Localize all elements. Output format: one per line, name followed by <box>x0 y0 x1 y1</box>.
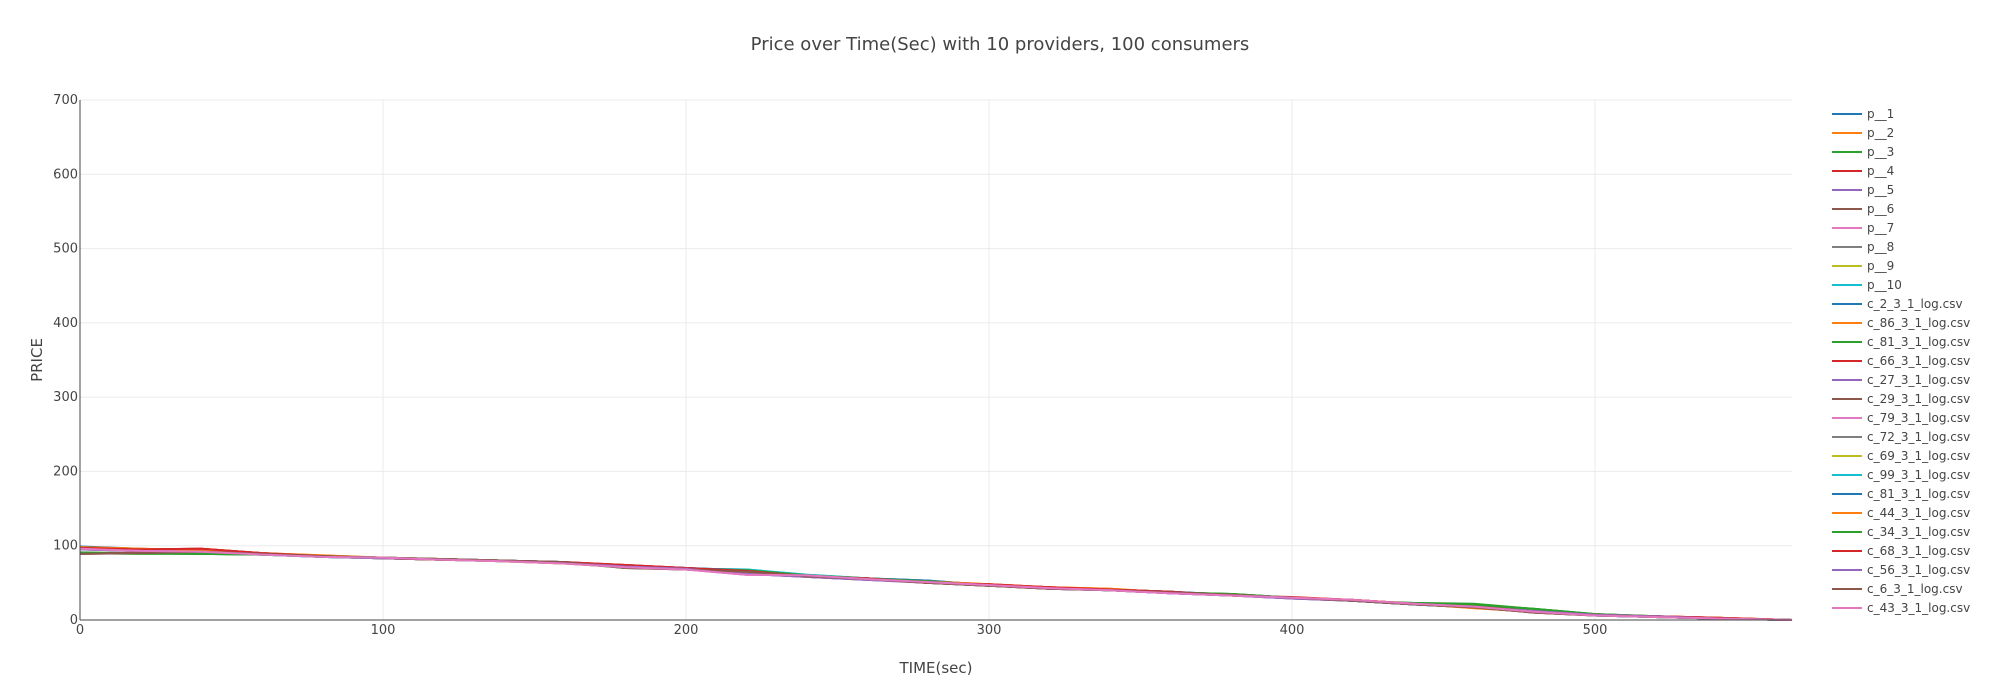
y-tick-label: 200 <box>53 464 78 479</box>
legend-label: c_68_3_1_log.csv <box>1867 544 1970 558</box>
legend-item[interactable]: c_43_3_1_log.csv <box>1832 601 1970 615</box>
legend-item[interactable]: p__1 <box>1832 107 1894 121</box>
x-tick-label: 500 <box>1583 623 1608 638</box>
legend-item[interactable]: c_81_3_1_log.csv <box>1832 335 1970 349</box>
legend-item[interactable]: p__9 <box>1832 259 1894 273</box>
legend-label: c_66_3_1_log.csv <box>1867 354 1970 368</box>
legend-label: c_72_3_1_log.csv <box>1867 430 1970 444</box>
legend-item[interactable]: c_29_3_1_log.csv <box>1832 392 1970 406</box>
legend-label: c_56_3_1_log.csv <box>1867 563 1970 577</box>
legend-label: c_81_3_1_log.csv <box>1867 487 1970 501</box>
y-tick-label: 400 <box>53 316 78 331</box>
legend-item[interactable]: c_2_3_1_log.csv <box>1832 297 1963 311</box>
series-line-23 <box>79 552 1793 621</box>
legend-label: c_99_3_1_log.csv <box>1867 468 1970 482</box>
legend-label: c_34_3_1_log.csv <box>1867 525 1970 539</box>
legend-label: p__7 <box>1867 221 1894 235</box>
legend-label: p__10 <box>1867 278 1902 292</box>
x-tick-label: 100 <box>371 623 396 638</box>
legend-item[interactable]: p__4 <box>1832 164 1894 178</box>
legend-label: c_79_3_1_log.csv <box>1867 411 1970 425</box>
legend-label: p__3 <box>1867 145 1894 159</box>
legend-item[interactable]: c_72_3_1_log.csv <box>1832 430 1970 444</box>
legend-item[interactable]: p__6 <box>1832 202 1894 216</box>
legend-item[interactable]: c_68_3_1_log.csv <box>1832 544 1970 558</box>
legend-item[interactable]: c_27_3_1_log.csv <box>1832 373 1970 387</box>
chart-title: Price over Time(Sec) with 10 providers, … <box>751 34 1250 55</box>
x-tick-label: 0 <box>76 623 84 638</box>
legend-label: c_6_3_1_log.csv <box>1867 582 1963 596</box>
legend-label: c_27_3_1_log.csv <box>1867 373 1970 387</box>
legend-label: c_69_3_1_log.csv <box>1867 449 1970 463</box>
legend-item[interactable]: c_86_3_1_log.csv <box>1832 316 1970 330</box>
legend-item[interactable]: c_6_3_1_log.csv <box>1832 582 1963 596</box>
x-axis-title: TIME(sec) <box>898 659 972 677</box>
legend-label: p__1 <box>1867 107 1894 121</box>
legend-item[interactable]: p__2 <box>1832 126 1894 140</box>
legend-item[interactable]: p__3 <box>1832 145 1894 159</box>
legend-label: c_44_3_1_log.csv <box>1867 506 1970 520</box>
legend-item[interactable]: c_66_3_1_log.csv <box>1832 354 1970 368</box>
legend-item[interactable]: c_79_3_1_log.csv <box>1832 411 1970 425</box>
legend-item[interactable]: p__10 <box>1832 278 1902 292</box>
x-tick-label: 300 <box>977 623 1002 638</box>
legend: p__1 p__2 p__3 p__4 p__5 p__6 p__7 p__8 p__9 p__1… <box>1832 107 1970 615</box>
legend-item[interactable]: p__7 <box>1832 221 1894 235</box>
x-tick-label: 200 <box>674 623 699 638</box>
y-tick-label: 600 <box>53 167 78 182</box>
y-tick-label: 100 <box>53 539 78 554</box>
legend-label: c_43_3_1_log.csv <box>1867 601 1970 615</box>
x-tick-label: 400 <box>1280 623 1305 638</box>
y-tick-label: 500 <box>53 242 78 257</box>
legend-item[interactable]: c_99_3_1_log.csv <box>1832 468 1970 482</box>
legend-item[interactable]: c_34_3_1_log.csv <box>1832 525 1970 539</box>
series-line-27 <box>79 547 1793 621</box>
y-tick-label: 700 <box>53 93 78 108</box>
legend-label: p__9 <box>1867 259 1894 273</box>
legend-item[interactable]: c_81_3_1_log.csv <box>1832 487 1970 501</box>
legend-label: p__2 <box>1867 126 1894 140</box>
y-tick-label: 300 <box>53 390 78 405</box>
y-tick-label: 0 <box>70 613 78 628</box>
legend-item[interactable]: c_69_3_1_log.csv <box>1832 449 1970 463</box>
legend-item[interactable]: p__5 <box>1832 183 1894 197</box>
legend-item[interactable]: c_56_3_1_log.csv <box>1832 563 1970 577</box>
legend-label: c_2_3_1_log.csv <box>1867 297 1963 311</box>
legend-item[interactable]: p__8 <box>1832 240 1894 254</box>
legend-label: p__8 <box>1867 240 1894 254</box>
legend-label: p__6 <box>1867 202 1894 216</box>
legend-label: p__5 <box>1867 183 1894 197</box>
legend-label: c_81_3_1_log.csv <box>1867 335 1970 349</box>
y-axis-title: PRICE <box>28 338 46 382</box>
legend-label: c_29_3_1_log.csv <box>1867 392 1970 406</box>
legend-item[interactable]: c_44_3_1_log.csv <box>1832 506 1970 520</box>
grid <box>80 99 1792 620</box>
legend-label: p__4 <box>1867 164 1894 178</box>
legend-label: c_86_3_1_log.csv <box>1867 316 1970 330</box>
series-layer <box>79 545 1793 621</box>
axes: 0 100 200 300 400 500 600 700 0 100 200 300 400 500 <box>53 93 1792 638</box>
